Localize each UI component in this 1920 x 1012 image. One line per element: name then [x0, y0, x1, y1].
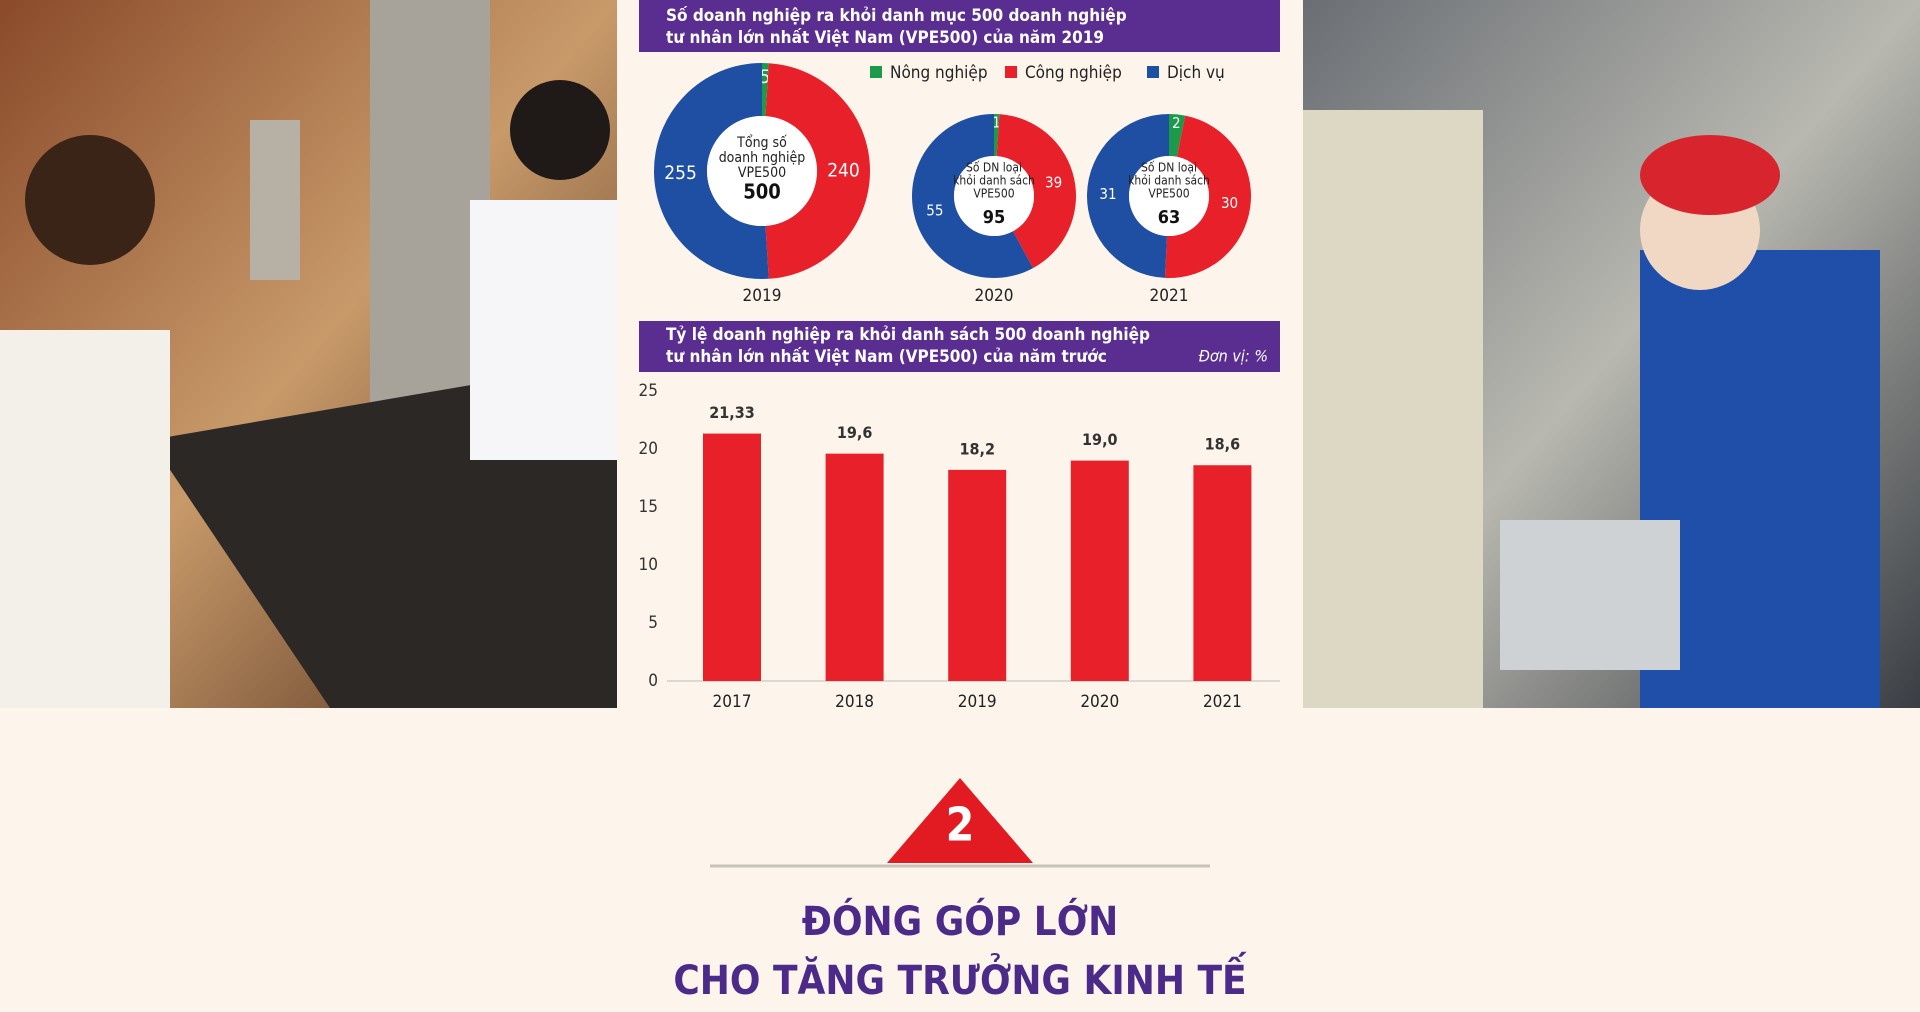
x-tick-label: 2020 [1080, 692, 1119, 712]
center-label: Số DN loại [1141, 161, 1197, 175]
pie-slice [762, 63, 769, 117]
y-tick-label: 10 [639, 555, 658, 575]
pie-title-bar [639, 0, 1280, 52]
legend-label: Dịch vụ [1167, 63, 1225, 83]
slice-label: 2 [1172, 114, 1181, 132]
x-tick-label: 2017 [713, 692, 752, 712]
y-tick-label: 25 [639, 381, 658, 401]
pie-slice [1164, 115, 1251, 278]
value-label: 18,6 [1205, 435, 1241, 454]
unit-note: Đơn vị: % [1199, 347, 1268, 366]
pie-year: 2019 [743, 286, 782, 306]
pie-title: Số doanh nghiệp ra khỏi danh mục 500 doa… [666, 5, 1127, 26]
slice-label: 1 [992, 114, 1001, 132]
center-label: VPE500 [738, 165, 786, 181]
center-label: VPE500 [1148, 187, 1189, 201]
pie-hole [707, 116, 817, 226]
center-total: 500 [743, 180, 781, 204]
section-heading: CHO TĂNG TRƯỞNG KINH TẾ [673, 950, 1247, 1004]
pie-slice [765, 63, 870, 279]
pie-hole [954, 156, 1034, 236]
slice-label: 30 [1221, 194, 1238, 212]
y-tick-label: 15 [639, 497, 658, 517]
center-label: Số DN loại [966, 161, 1022, 175]
value-label: 21,33 [709, 403, 755, 422]
pie-title: tư nhân lớn nhất Việt Nam (VPE500) của n… [666, 27, 1104, 48]
y-tick-label: 5 [648, 613, 658, 633]
center-label: khỏi danh sách [1128, 174, 1210, 188]
center-label: VPE500 [973, 187, 1014, 201]
pie-slice [1087, 114, 1169, 278]
bar-title-bar [639, 321, 1280, 372]
pie-slice [654, 63, 769, 279]
bar [703, 433, 761, 681]
section-heading: ĐÓNG GÓP LỚN [802, 897, 1118, 945]
legend-swatch [1147, 66, 1159, 78]
pie-slice [994, 114, 1000, 157]
pie-year: 2021 [1150, 286, 1189, 306]
legend-label: Công nghiệp [1025, 63, 1122, 83]
bar-title: Tỷ lệ doanh nghiệp ra khỏi danh sách 500… [666, 325, 1150, 345]
slice-label: 5 [759, 66, 770, 88]
left-photo [0, 0, 617, 708]
slice-label: 240 [827, 160, 860, 182]
legend-swatch [1005, 66, 1017, 78]
y-tick-label: 20 [639, 439, 658, 459]
pie-slice [996, 114, 1076, 269]
value-label: 19,6 [837, 423, 873, 442]
bar [1070, 460, 1129, 681]
section-number: 2 [946, 798, 975, 852]
value-label: 18,2 [959, 439, 995, 458]
y-tick-label: 0 [648, 671, 658, 691]
bar [825, 453, 884, 681]
bar [948, 469, 1007, 681]
slice-label: 31 [1099, 185, 1116, 203]
bar-title: tư nhân lớn nhất Việt Nam (VPE500) của n… [666, 346, 1107, 367]
pie-slice [1169, 114, 1186, 157]
slice-label: 255 [664, 162, 697, 184]
section-badge [887, 778, 1033, 863]
slice-label: 39 [1045, 173, 1062, 191]
bar [1193, 465, 1252, 681]
center-label: khỏi danh sách [953, 174, 1035, 188]
pie-slice [912, 114, 1034, 278]
center-label: doanh nghiệp [719, 150, 806, 166]
x-tick-label: 2018 [835, 692, 874, 712]
value-label: 19,0 [1082, 430, 1118, 449]
center-label: Tổng số [736, 134, 787, 151]
pie-year: 2020 [975, 286, 1014, 306]
x-tick-label: 2019 [958, 692, 997, 712]
center-total: 95 [983, 207, 1006, 228]
legend-label: Nông nghiệp [890, 63, 988, 83]
legend-swatch [870, 66, 882, 78]
x-tick-label: 2021 [1203, 692, 1242, 712]
center-total: 63 [1158, 207, 1181, 228]
slice-label: 55 [926, 201, 943, 219]
right-photo [1303, 0, 1920, 708]
pie-hole [1129, 156, 1209, 236]
